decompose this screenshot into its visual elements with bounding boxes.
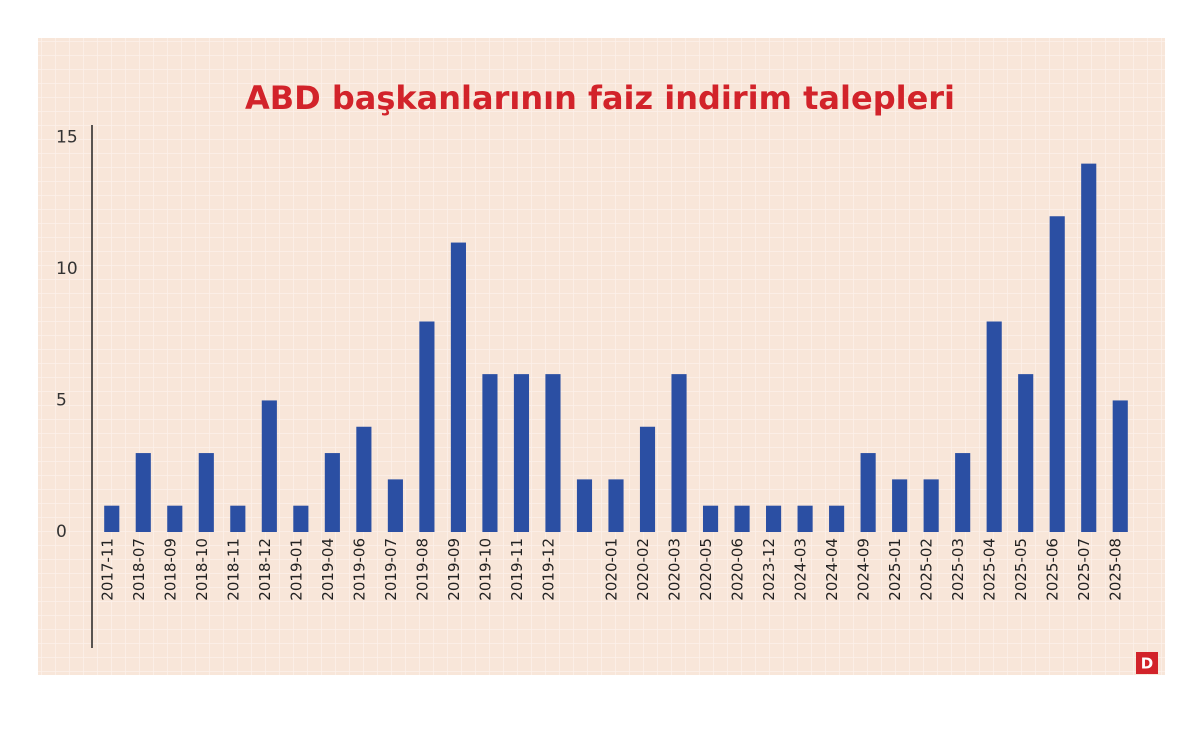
bar bbox=[797, 505, 813, 532]
x-tick-label: 2025-04 bbox=[981, 538, 999, 601]
x-tick-label: 2020-02 bbox=[634, 538, 652, 601]
bar bbox=[513, 374, 530, 532]
x-tick-label: 2019-09 bbox=[445, 538, 463, 601]
x-tick-label: 2018-07 bbox=[130, 538, 148, 601]
x-tick-label: 2019-04 bbox=[319, 538, 337, 601]
x-tick-label: 2025-03 bbox=[949, 538, 967, 601]
bar bbox=[829, 505, 845, 532]
x-tick-label: 2024-09 bbox=[855, 538, 873, 601]
x-tick-label: 2018-10 bbox=[193, 538, 211, 601]
x-tick-label: 2019-01 bbox=[287, 538, 305, 601]
bar bbox=[104, 505, 120, 532]
y-tick-label: 5 bbox=[56, 390, 67, 410]
panel bbox=[38, 38, 1165, 675]
x-tick-label: 2023-12 bbox=[760, 538, 778, 601]
x-tick-label: 2018-09 bbox=[161, 538, 179, 601]
bar bbox=[167, 505, 183, 532]
x-tick-label: 2024-03 bbox=[792, 538, 810, 601]
bar bbox=[986, 321, 1002, 532]
x-tick-label: 2018-11 bbox=[224, 538, 242, 601]
bar bbox=[293, 505, 309, 532]
x-tick-label: 2020-06 bbox=[729, 538, 747, 601]
x-tick-label: 2025-01 bbox=[886, 538, 904, 601]
y-tick-label: 10 bbox=[56, 259, 78, 279]
bar bbox=[356, 426, 372, 532]
x-tick-label: 2019-06 bbox=[350, 538, 368, 601]
bar bbox=[892, 479, 908, 532]
bar bbox=[766, 505, 782, 532]
x-tick-label: 2019-07 bbox=[382, 538, 400, 601]
bar bbox=[1112, 400, 1128, 532]
logo-box bbox=[1136, 652, 1158, 674]
x-tick-label: 2024-04 bbox=[823, 538, 841, 601]
bar bbox=[639, 426, 656, 532]
x-tick-label: 2020-01 bbox=[603, 538, 621, 601]
bar bbox=[230, 505, 246, 532]
x-tick-label: 2019-10 bbox=[476, 538, 494, 601]
bar bbox=[860, 453, 876, 532]
x-tick-label: 2019-12 bbox=[539, 538, 557, 601]
bar bbox=[702, 505, 719, 532]
bar bbox=[261, 400, 277, 532]
bar bbox=[450, 242, 466, 532]
x-tick-label: 2025-06 bbox=[1044, 538, 1062, 601]
x-tick-label: 2017-11 bbox=[98, 538, 116, 601]
x-tick-label: 2020-03 bbox=[666, 538, 684, 601]
bar bbox=[608, 479, 624, 532]
bar bbox=[324, 453, 340, 532]
bar bbox=[923, 479, 939, 532]
bar bbox=[482, 374, 498, 532]
chart-title: ABD başkanlarının faiz indirim talepleri bbox=[245, 79, 955, 117]
y-tick-label: 15 bbox=[56, 127, 78, 147]
y-tick-label: 0 bbox=[56, 522, 67, 542]
bar bbox=[671, 374, 687, 532]
x-tick-label: 2020-05 bbox=[697, 538, 715, 601]
x-tick-label: 2019-08 bbox=[413, 538, 431, 601]
logo: D bbox=[1141, 655, 1153, 673]
bar bbox=[576, 479, 593, 532]
x-tick-label: 2018-12 bbox=[256, 538, 274, 601]
bar bbox=[1081, 163, 1097, 532]
bar bbox=[419, 321, 435, 532]
bar bbox=[545, 374, 561, 532]
x-tick-label: 2019-11 bbox=[508, 538, 526, 601]
bar bbox=[1049, 216, 1065, 532]
x-tick-label: 2025-05 bbox=[1012, 538, 1030, 601]
bar bbox=[734, 505, 750, 532]
bar bbox=[198, 453, 214, 532]
x-tick-label: 2025-07 bbox=[1075, 538, 1093, 601]
bar bbox=[387, 479, 403, 532]
bar bbox=[1018, 374, 1034, 532]
x-tick-label: 2025-08 bbox=[1107, 538, 1125, 601]
x-tick-label: 2025-02 bbox=[918, 538, 936, 601]
bar bbox=[135, 453, 151, 532]
bar bbox=[955, 453, 971, 532]
